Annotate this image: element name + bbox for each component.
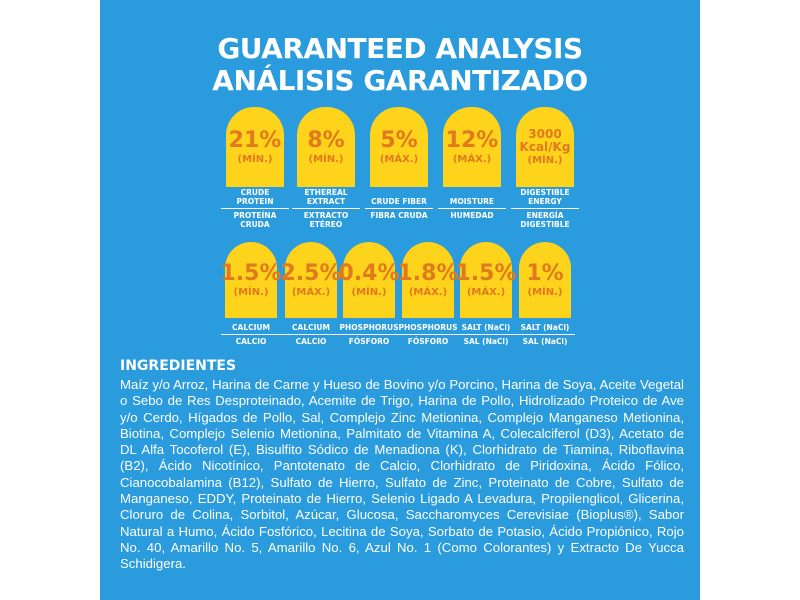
label-salt-min: SALT (NaCl) SAL (NaCl) bbox=[515, 323, 575, 346]
label-en: ETHEREAL EXTRACT bbox=[292, 188, 360, 209]
badge-value: 12% bbox=[445, 127, 499, 153]
label-en: CALCIUM bbox=[281, 323, 341, 335]
label-en: SALT (NaCl) bbox=[456, 323, 516, 335]
badge-value: 0.4% bbox=[338, 260, 400, 286]
label-crude-protein: CRUDE PROTEIN PROTEÍNA CRUDA bbox=[221, 188, 289, 229]
label-en: CALCIUM bbox=[221, 323, 281, 335]
badge-phosphorus-min: 0.4% (MÍN.) bbox=[339, 242, 400, 318]
label-en: CRUDE PROTEIN bbox=[221, 188, 289, 209]
label-es: SAL (NaCl) bbox=[522, 337, 568, 346]
label-moisture: MOISTURE HUMEDAD bbox=[438, 188, 506, 220]
label-calcium-max: CALCIUM CALCIO bbox=[281, 323, 341, 346]
label-calcium-min: CALCIUM CALCIO bbox=[221, 323, 281, 346]
badge-value: 1% bbox=[526, 260, 564, 286]
badge-moisture: 12% (MÁX.) bbox=[443, 107, 501, 187]
badge-qualifier: (MÁX.) bbox=[408, 286, 448, 298]
badge-qualifier: (MÁX.) bbox=[452, 153, 492, 165]
badge-qualifier: (MÍN.) bbox=[527, 286, 563, 298]
label-es: SAL (NaCl) bbox=[463, 337, 509, 346]
title-english: GUARANTEED ANALYSIS bbox=[217, 32, 583, 65]
badge-value: 1.8% bbox=[397, 260, 459, 286]
badge-value: 1.5% bbox=[455, 260, 517, 286]
badge-value: 8% bbox=[307, 127, 345, 153]
label-en: DIGESTIBLE ENERGY bbox=[511, 188, 579, 209]
badge-digestible-energy: 3000 Kcal/Kg (MÍN.) bbox=[516, 107, 574, 187]
badge-qualifier: (MÍN.) bbox=[351, 286, 387, 298]
label-es: ENERGÍA DIGESTIBLE bbox=[520, 211, 570, 229]
label-es: PROTEÍNA CRUDA bbox=[233, 211, 277, 229]
badge-qualifier: (MÍN.) bbox=[237, 153, 273, 165]
label-en: PHOSPHORUS bbox=[339, 323, 399, 335]
badge-calcium-min: 1.5% (MÍN.) bbox=[221, 242, 282, 318]
badge-phosphorus-max: 1.8% (MÁX.) bbox=[398, 242, 459, 318]
label-phosphorus-min: PHOSPHORUS FÓSFORO bbox=[339, 323, 399, 346]
ingredients-heading: INGREDIENTES bbox=[120, 358, 237, 374]
badge-qualifier: (MÍN.) bbox=[233, 286, 269, 298]
badge-salt-min: 1% (MÍN.) bbox=[519, 242, 571, 318]
product-info-panel: GUARANTEED ANALYSIS ANÁLISIS GARANTIZADO… bbox=[100, 0, 700, 600]
label-crude-fiber: CRUDE FIBER FIBRA CRUDA bbox=[365, 188, 433, 220]
badge-qualifier: (MÍN.) bbox=[308, 153, 344, 165]
label-en: MOISTURE bbox=[438, 188, 506, 209]
label-en: CRUDE FIBER bbox=[365, 188, 433, 209]
badge-qualifier: (MÁX.) bbox=[291, 286, 331, 298]
label-es: HUMEDAD bbox=[450, 211, 494, 220]
label-es: FÓSFORO bbox=[407, 337, 449, 346]
badge-qualifier: (MÍN.) bbox=[527, 154, 563, 166]
badge-salt-max: 1.5% (MÁX.) bbox=[456, 242, 517, 318]
badge-value: 5% bbox=[380, 127, 418, 153]
badge-crude-fiber: 5% (MÁX.) bbox=[370, 107, 428, 187]
badge-value: 1.5% bbox=[220, 260, 282, 286]
badge-value: 3000 Kcal/Kg bbox=[519, 126, 571, 154]
label-es: EXTRACTO ETÉREO bbox=[303, 211, 349, 229]
badge-value: 21% bbox=[228, 127, 282, 153]
badge-crude-protein: 21% (MÍN.) bbox=[226, 107, 284, 187]
label-en: SALT (NaCl) bbox=[515, 323, 575, 335]
label-es: FIBRA CRUDA bbox=[370, 211, 428, 220]
label-en: PHOSPHORUS bbox=[398, 323, 458, 335]
badge-qualifier: (MÁX.) bbox=[379, 153, 419, 165]
label-es: CALCIO bbox=[295, 337, 327, 346]
label-salt-max: SALT (NaCl) SAL (NaCl) bbox=[456, 323, 516, 346]
title-spanish: ANÁLISIS GARANTIZADO bbox=[212, 64, 588, 97]
label-es: CALCIO bbox=[235, 337, 267, 346]
badge-qualifier: (MÁX.) bbox=[466, 286, 506, 298]
ingredients-text: Maíz y/o Arroz, Harina de Carne y Hueso … bbox=[120, 377, 684, 572]
label-phosphorus-max: PHOSPHORUS FÓSFORO bbox=[398, 323, 458, 346]
badge-calcium-max: 2.5% (MÁX.) bbox=[281, 242, 342, 318]
label-digestible-energy: DIGESTIBLE ENERGY ENERGÍA DIGESTIBLE bbox=[511, 188, 579, 229]
label-es: FÓSFORO bbox=[348, 337, 390, 346]
label-ethereal-extract: ETHEREAL EXTRACT EXTRACTO ETÉREO bbox=[292, 188, 360, 229]
badge-ethereal-extract: 8% (MÍN.) bbox=[297, 107, 355, 187]
badge-value: 2.5% bbox=[280, 260, 342, 286]
